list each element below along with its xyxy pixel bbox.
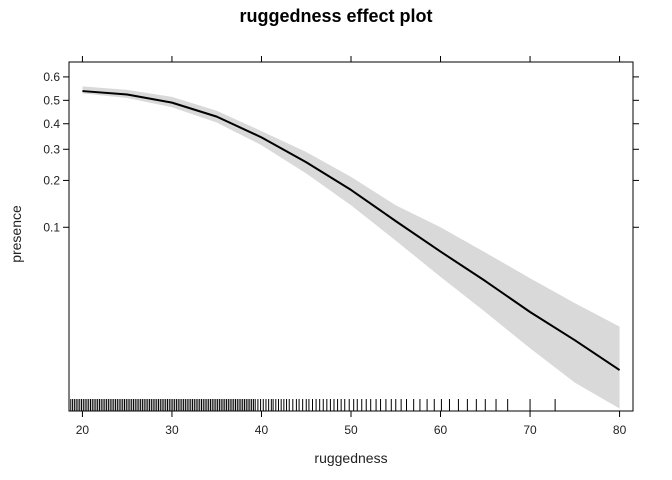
chart-title: ruggedness effect plot <box>239 6 433 26</box>
confidence-band <box>82 86 620 409</box>
x-tick-label: 50 <box>344 423 358 437</box>
x-tick-label: 30 <box>165 423 179 437</box>
y-axis-label: presence <box>8 205 24 263</box>
y-tick-label: 0.1 <box>43 220 60 234</box>
y-tick-label: 0.4 <box>43 117 60 131</box>
fit-line <box>82 90 621 371</box>
fit-line-layer <box>82 90 621 371</box>
y-axis: 0.1 0.2 0.3 0.4 0.5 0.6 <box>43 70 639 234</box>
y-tick-label: 0.6 <box>43 70 60 84</box>
y-tick-label: 0.2 <box>43 173 60 187</box>
y-tick-label: 0.5 <box>43 93 60 107</box>
x-axis-label: ruggedness <box>314 450 388 466</box>
y-tick-label: 0.3 <box>43 142 60 156</box>
x-tick-label: 20 <box>76 423 90 437</box>
x-axis: 20 30 40 50 60 70 80 <box>76 56 627 437</box>
x-tick-label: 60 <box>434 423 448 437</box>
x-tick-label: 70 <box>523 423 537 437</box>
x-tick-label: 40 <box>255 423 269 437</box>
confidence-band-layer <box>82 86 620 409</box>
x-tick-label: 80 <box>613 423 627 437</box>
rug-layer <box>70 399 556 411</box>
